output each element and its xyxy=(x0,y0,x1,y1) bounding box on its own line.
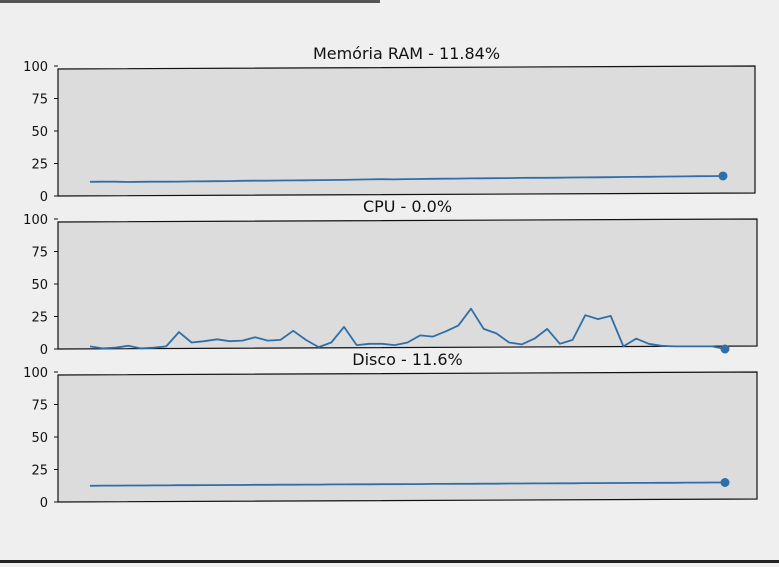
ram-ytick-label: 0 xyxy=(40,190,48,205)
cpu-plot-area xyxy=(57,218,758,350)
cpu-ytick-label: 75 xyxy=(31,246,48,261)
cpu-ytick-label: 100 xyxy=(23,213,48,228)
disk-chart: Disco - 11.6% 100 75 50 25 0 xyxy=(23,350,758,511)
ram-ytick-label: 50 xyxy=(31,125,48,140)
disk-ytick-label: 0 xyxy=(40,496,48,511)
disk-ytick-label: 75 xyxy=(31,399,48,414)
ram-plot-area xyxy=(57,65,756,197)
disk-ytick-label: 100 xyxy=(23,366,48,381)
cpu-latest-point xyxy=(720,344,730,354)
disk-chart-title: Disco - 11.6% xyxy=(352,350,462,369)
ram-latest-point xyxy=(718,171,728,181)
disk-ytick-label: 50 xyxy=(31,431,48,446)
ram-chart-title: Memória RAM - 11.84% xyxy=(313,44,500,63)
cpu-chart: CPU - 0.0% 100 75 50 25 0 xyxy=(23,197,758,358)
ram-series-line xyxy=(89,175,724,183)
disk-ytick-label: 25 xyxy=(31,464,48,479)
bottom-edge-divider xyxy=(0,560,779,563)
ram-ytick-label: 75 xyxy=(31,93,48,108)
disk-latest-point xyxy=(720,478,730,487)
cpu-series-line xyxy=(89,307,726,350)
cpu-chart-title: CPU - 0.0% xyxy=(363,197,452,216)
disk-series-line xyxy=(89,481,725,487)
ram-ytick-label: 100 xyxy=(23,60,48,75)
ram-ytick-label: 25 xyxy=(31,158,48,173)
cpu-ytick-label: 50 xyxy=(31,278,48,293)
cpu-ytick-label: 25 xyxy=(31,311,48,326)
top-edge-divider xyxy=(0,0,380,3)
disk-plot-area xyxy=(57,371,758,503)
cpu-ytick-label: 0 xyxy=(40,343,48,358)
ram-chart: Memória RAM - 11.84% 100 75 50 25 0 xyxy=(23,44,756,205)
